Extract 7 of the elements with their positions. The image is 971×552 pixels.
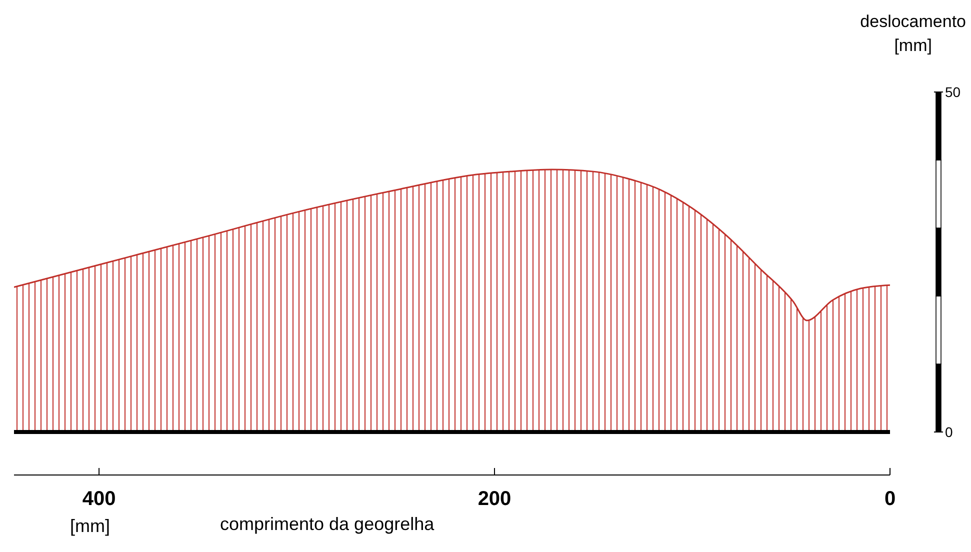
text: [mm] [70,516,110,537]
y-tick-label: 50 [945,84,961,100]
y-axis-title: deslocamento [mm] [860,11,966,57]
x-axis-title: comprimento da geogrelha [220,514,434,535]
x-tick-label: 400 [82,488,116,510]
x-tick-label: 0 [884,488,896,510]
x-tick-label: 200 [478,488,512,510]
